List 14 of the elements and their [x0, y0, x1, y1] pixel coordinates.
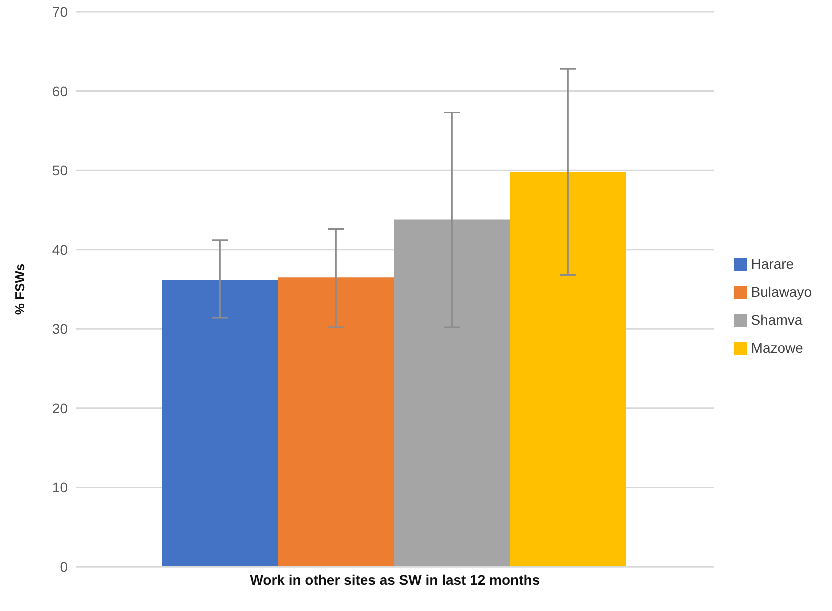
legend-label: Mazowe	[751, 340, 804, 356]
y-tick-label: 10	[52, 480, 68, 496]
y-tick-label: 50	[52, 162, 68, 179]
legend-label: Shamva	[751, 312, 803, 328]
y-tick-label: 30	[52, 321, 68, 338]
legend-label: Harare	[751, 256, 794, 272]
y-tick-label: 70	[52, 4, 68, 20]
y-tick-label: 20	[52, 400, 68, 416]
x-tick-label: Work in other sites as SW in last 12 months	[250, 572, 540, 588]
legend-label: Bulawayo	[751, 284, 812, 300]
y-tick-label: 0	[60, 558, 68, 575]
y-tick-label: 40	[52, 242, 68, 258]
y-axis-title: % FSWs	[12, 264, 28, 316]
y-tick-label: 60	[52, 83, 68, 100]
